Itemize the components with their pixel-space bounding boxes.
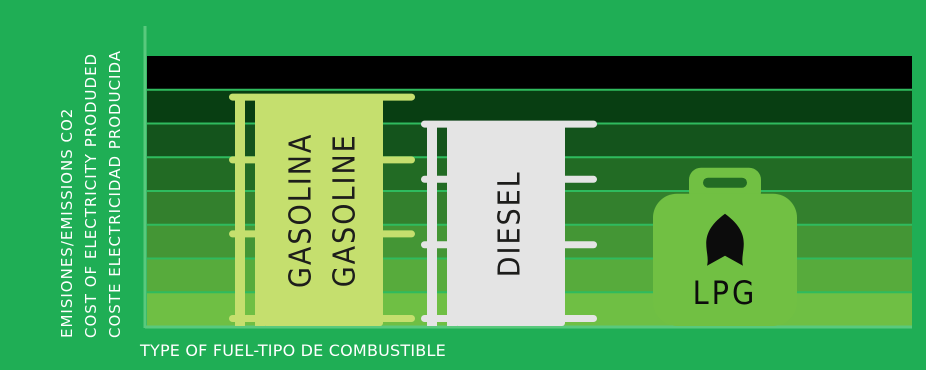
barrel-frame-rail-left [235, 96, 245, 326]
bar-3: LPG [653, 167, 797, 326]
barrel-body [263, 94, 383, 326]
barrel-frame-rail-right [447, 123, 457, 326]
flame-icon [706, 213, 744, 266]
bar-label-gasolina: GASOLINA [284, 133, 319, 288]
bar-label-diesel: DIESEL [493, 170, 528, 277]
barrel-frame-rail-right [255, 96, 265, 326]
bar-2: DIESEL [421, 120, 597, 326]
barrel-body [455, 121, 565, 326]
background-band-8 [147, 56, 912, 91]
barrel-frame-rail-left [427, 123, 437, 326]
cylinder-handle-hole [703, 177, 747, 188]
x-axis-label: TYPE OF FUEL-TIPO DE COMBUSTIBLE [140, 341, 446, 360]
bar-label-lpg: LPG [693, 274, 758, 312]
bar-1: GASOLINA GASOLINE [229, 93, 415, 326]
bar-label-gasoline: GASOLINE [328, 133, 363, 287]
cylinder-body [653, 193, 797, 326]
